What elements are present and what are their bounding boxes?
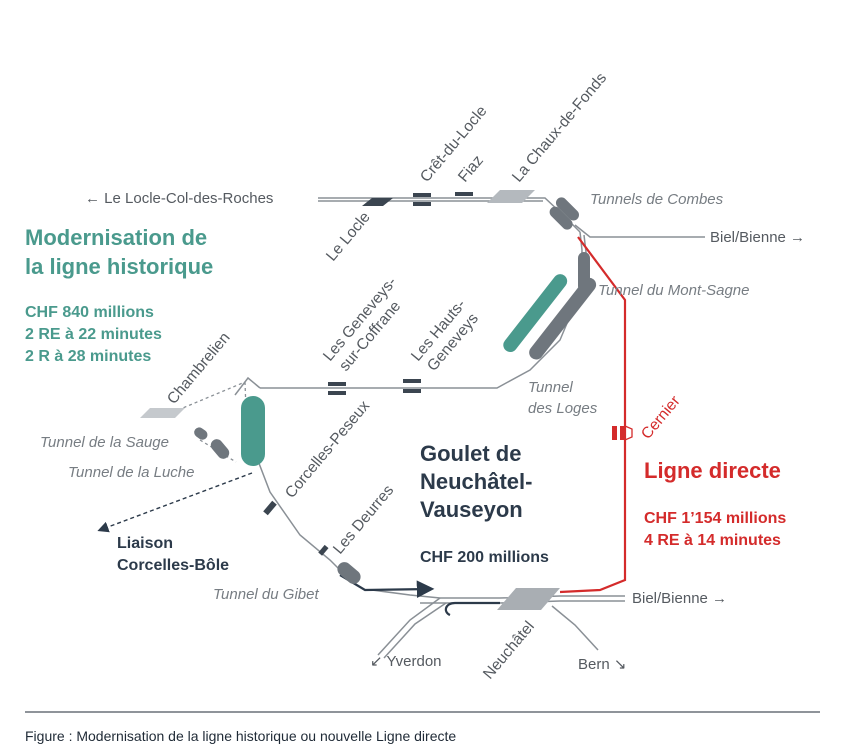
liaison-arrow: [97, 472, 253, 533]
goulet-title-1: Goulet de: [420, 441, 521, 466]
cernier-station-marker: [612, 425, 633, 441]
tunnel-sauge-shape: [194, 427, 208, 440]
label-les-deurres: Les Deurres: [330, 482, 397, 558]
liaison-line-1: Liaison: [117, 535, 173, 552]
les-deurres-marker: [318, 544, 329, 556]
label-chambrelien: Chambrelien: [164, 329, 234, 407]
chambrelien-marker: [140, 408, 185, 418]
historique-title-2: la ligne historique: [25, 254, 213, 279]
figure-caption: Figure : Modernisation de la ligne histo…: [25, 728, 456, 744]
directe-service: 4 RE à 14 minutes: [644, 532, 781, 549]
label-le-locle: Le Locle: [323, 209, 374, 265]
dir-bern: Bern ↘: [578, 656, 626, 673]
corcelles-peseux-marker: [263, 500, 277, 516]
tunnel-label-loges-1: Tunnel: [528, 379, 573, 396]
geneveys-marker: [328, 382, 346, 386]
tunnel-label-mont-sagne: Tunnel du Mont-Sagne: [598, 282, 750, 299]
label-la-chaux-de-fonds: La Chaux-de-Fonds: [509, 70, 610, 186]
directe-cost: CHF 1’154 millions: [644, 510, 786, 527]
historique-cost: CHF 840 millions: [25, 304, 154, 321]
historique-service-1: 2 RE à 22 minutes: [25, 326, 162, 343]
dir-le-locle-col: ← Le Locle-Col-des-Roches: [85, 190, 273, 207]
la-chaux-de-fonds-marker: [487, 190, 535, 203]
label-fiaz: Fiaz: [455, 152, 487, 185]
station-markers: [140, 190, 560, 610]
tunnel-luche-shape: [210, 439, 230, 459]
tunnel-gibet-shape: [337, 562, 361, 584]
fiaz-marker: [455, 192, 473, 196]
tunnel-label-luche: Tunnel de la Luche: [68, 464, 194, 481]
tunnels: [194, 197, 597, 584]
tunnel-chambrelien-green: [241, 396, 265, 466]
tunnel-label-sauge: Tunnel de la Sauge: [40, 434, 169, 451]
goulet-cost: CHF 200 millions: [420, 549, 549, 566]
historique-title-1: Modernisation de: [25, 225, 207, 250]
tunnel-loges-shapes: [503, 274, 597, 360]
dir-biel-bottom: Biel/Bienne →: [632, 590, 727, 607]
liaison-line-2: Corcelles-Bôle: [117, 557, 229, 574]
tunnel-label-loges-2: des Loges: [528, 400, 598, 417]
goulet-title-3: Vauseyon: [420, 497, 523, 522]
secondary-dashed-lines: [177, 381, 247, 463]
directe-title: Ligne directe: [644, 458, 781, 483]
goulet-title-2: Neuchâtel-: [420, 469, 532, 494]
cret-du-locle-marker: [413, 193, 431, 197]
tunnel-combes-shape: [549, 197, 579, 230]
historique-service-2: 2 R à 28 minutes: [25, 348, 151, 365]
tunnel-label-combes: Tunnels de Combes: [590, 191, 724, 208]
goulet-arrow-west: [444, 601, 500, 617]
label-cret-du-locle: Crêt-du-Locle: [417, 103, 490, 186]
hauts-geneveys-marker: [403, 379, 421, 383]
label-cernier: Cernier: [638, 393, 684, 443]
dir-biel-top: Biel/Bienne →: [710, 229, 805, 246]
neuchatel-marker: [497, 588, 560, 610]
tunnel-label-gibet: Tunnel du Gibet: [213, 586, 319, 603]
ligne-directe-route: [559, 236, 627, 594]
dir-yverdon: ↙ Yverdon: [370, 653, 442, 670]
label-corcelles-peseux: Corcelles-Peseux: [282, 397, 373, 501]
label-neuchatel: Neuchâtel: [480, 618, 538, 682]
le-locle-marker: [362, 198, 393, 206]
